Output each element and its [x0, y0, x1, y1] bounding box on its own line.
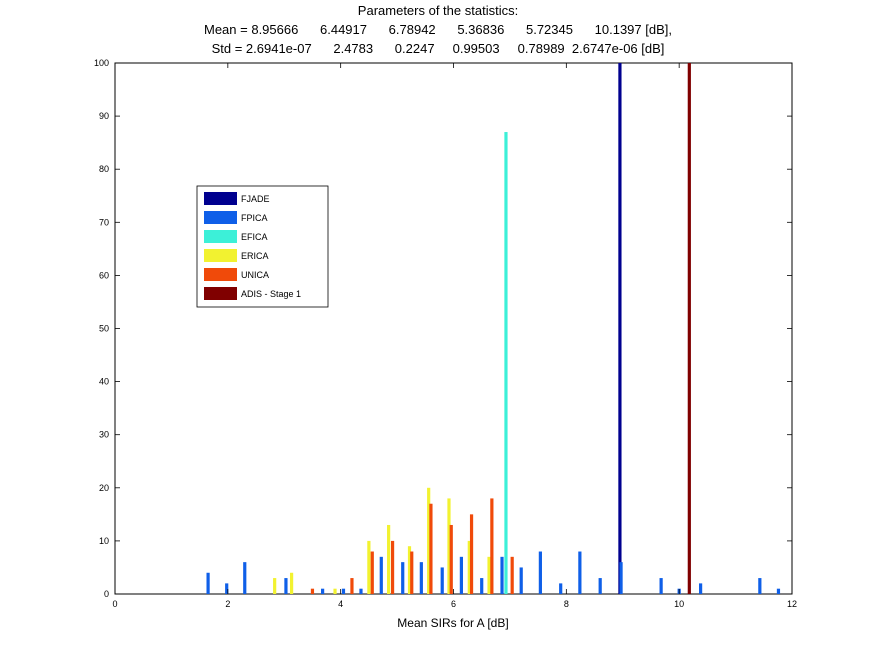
legend-entry-label: EFICA	[241, 232, 268, 242]
bar-erica-7	[447, 498, 451, 594]
axis-ticks: 0 2 4 6 8 10 12 0 10 20 30 40 50 60 70 80 90 100	[94, 58, 797, 609]
bar-unica-5	[429, 503, 433, 594]
bar-fpica-6	[359, 588, 363, 594]
y-tick-label: 100	[94, 58, 109, 68]
bar-erica-8	[467, 540, 471, 594]
x-tick-label: 4	[338, 599, 343, 609]
x-tick-label: 0	[112, 599, 117, 609]
bar-fpica-19	[619, 562, 623, 594]
bar-unica-0	[310, 588, 315, 594]
bar-fpica-16	[559, 583, 563, 594]
bar-fpica-3	[284, 578, 288, 594]
y-tick-label: 60	[99, 270, 109, 280]
legend-swatch	[204, 211, 237, 224]
bar-fpica-18	[598, 578, 602, 594]
legend-entry-label: ERICA	[241, 251, 269, 261]
bar-fpica-20	[659, 578, 663, 594]
bar-fjade-0	[618, 63, 622, 594]
bar-fpica-8	[401, 562, 405, 594]
legend-entry-label: FPICA	[241, 213, 268, 223]
y-tick-label: 20	[99, 483, 109, 493]
chart-title: Parameters of the statistics:	[357, 3, 519, 18]
bar-fpica-23	[758, 578, 762, 594]
bar-fpica-14	[519, 567, 523, 594]
legend-swatch	[204, 268, 237, 281]
bar-erica-0	[273, 578, 277, 594]
legend: FJADE FPICA EFICA ERICA UNICA ADIS - Stage 1	[196, 185, 329, 308]
bar-unica-2	[370, 551, 374, 594]
bar-unica-4	[410, 551, 414, 594]
y-tick-label: 80	[99, 164, 109, 174]
bar-efica-0	[504, 132, 508, 594]
bar-erica-3	[367, 540, 371, 594]
y-tick-label: 90	[99, 111, 109, 121]
x-tick-label: 6	[451, 599, 456, 609]
bar-fpica-9	[419, 562, 423, 594]
plot-area	[114, 62, 793, 595]
bar-erica-6	[427, 487, 431, 594]
bar-fpica-7	[379, 556, 383, 594]
bar-erica-9	[487, 556, 491, 594]
x-tick-label: 8	[564, 599, 569, 609]
chart-subtitle-std: Std = 2.6941e-07 2.4783 0.2247 0.99503 0…	[211, 41, 665, 56]
legend-swatch	[204, 230, 237, 243]
x-tick-label: 10	[674, 599, 684, 609]
bar-unica-7	[469, 514, 474, 594]
bar-fpica-15	[538, 551, 542, 594]
x-axis-label: Mean SIRs for A [dB]	[397, 616, 508, 630]
bar-unica-3	[390, 540, 395, 594]
bars-layer	[206, 63, 781, 594]
x-tick-label: 2	[225, 599, 230, 609]
bar-fpica-5	[341, 588, 346, 594]
legend-swatch	[204, 192, 237, 205]
y-tick-label: 40	[99, 377, 109, 387]
y-tick-label: 30	[99, 430, 109, 440]
legend-box	[196, 185, 329, 308]
legend-entry-label: FJADE	[241, 194, 270, 204]
bar-unica-6	[449, 524, 453, 594]
bar-adis-stage-1-0	[687, 63, 691, 594]
y-tick-label: 50	[99, 324, 109, 334]
bar-erica-2	[333, 588, 337, 594]
chart-subtitle-mean: Mean = 8.95666 6.44917 6.78942 5.36836 5…	[204, 22, 672, 37]
bar-erica-4	[387, 524, 391, 594]
legend-entry-label: ADIS - Stage 1	[241, 289, 301, 299]
bar-unica-1	[350, 578, 354, 594]
bar-fpica-24	[776, 588, 781, 594]
legend-swatch	[204, 287, 237, 300]
bar-fpica-17	[578, 551, 582, 594]
bar-fpica-11	[459, 556, 463, 594]
x-tick-label: 12	[787, 599, 797, 609]
bar-fpica-22	[699, 583, 703, 594]
y-tick-label: 0	[104, 589, 109, 599]
legend-entry-label: UNICA	[241, 270, 269, 280]
bar-erica-1	[289, 572, 294, 594]
bar-fpica-0	[206, 572, 210, 594]
y-tick-label: 70	[99, 217, 109, 227]
bar-unica-8	[490, 498, 494, 594]
legend-swatch	[204, 249, 237, 262]
bar-fpica-13	[500, 556, 504, 594]
bar-unica-9	[510, 556, 514, 594]
bar-fpica-4	[321, 588, 325, 594]
bar-fpica-1	[225, 583, 229, 594]
bar-fpica-10	[440, 567, 444, 594]
bar-fpica-2	[243, 562, 247, 594]
y-tick-label: 10	[99, 536, 109, 546]
bar-fpica-12	[480, 578, 484, 594]
bar-erica-5	[407, 546, 412, 594]
